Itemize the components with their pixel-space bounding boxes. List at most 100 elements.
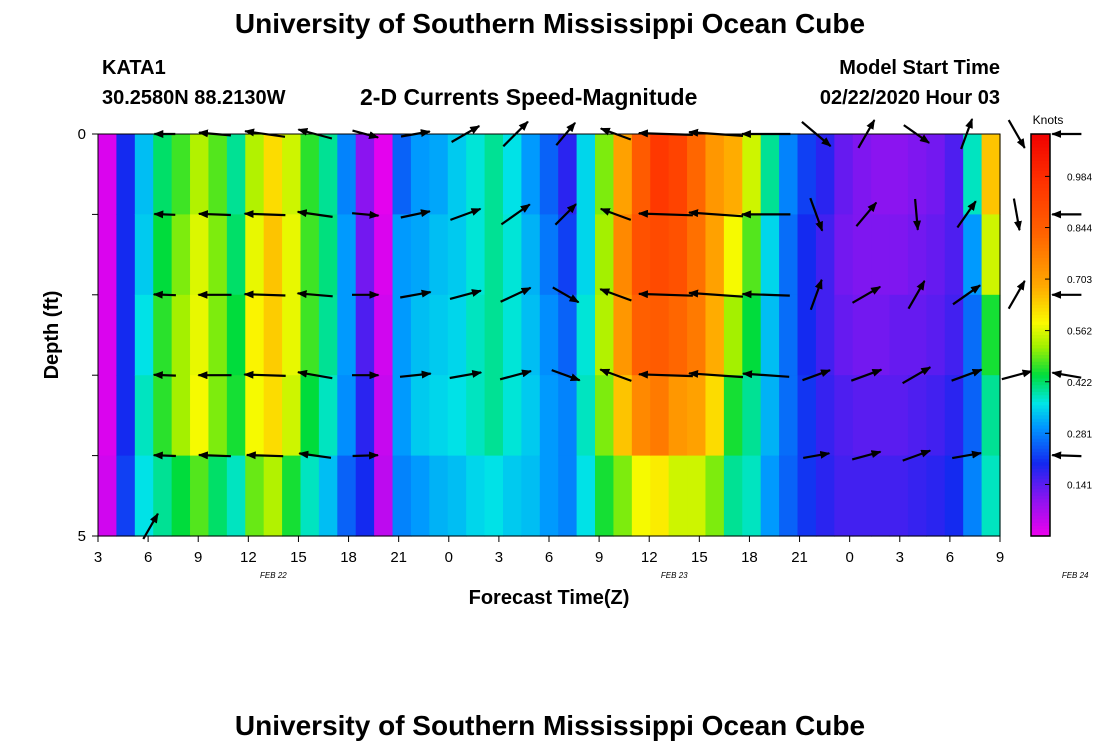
current-arrow — [153, 210, 176, 219]
colorbar-swatch — [1031, 388, 1050, 393]
heat-cell — [815, 294, 835, 376]
heat-cell — [834, 294, 854, 376]
heat-cell — [190, 375, 210, 457]
x-tick-label: 21 — [791, 549, 808, 566]
date-label: FEB 23 — [661, 571, 688, 580]
colorbar-swatch — [1031, 190, 1050, 195]
heat-cell — [981, 375, 1001, 457]
heat-cell — [355, 214, 375, 296]
heat-cell — [116, 134, 136, 215]
heat-cell — [650, 134, 670, 215]
current-arrow — [688, 289, 744, 298]
heat-cell — [355, 455, 375, 537]
current-arrow — [449, 289, 482, 300]
colorbar-swatch — [1031, 217, 1050, 222]
x-tick-label: 6 — [144, 549, 152, 566]
heat-cell — [171, 375, 191, 457]
heat-cell — [926, 214, 946, 296]
colorbar-tick-label: 0.562 — [1067, 327, 1092, 338]
current-arrow — [352, 210, 380, 219]
colorbar-swatch — [1031, 522, 1050, 527]
colorbar-swatch — [1031, 405, 1050, 410]
colorbar-swatch — [1031, 211, 1050, 215]
current-arrow — [952, 450, 982, 460]
heat-cell — [981, 455, 1001, 537]
heat-cell — [374, 214, 394, 296]
colorbar-swatch — [1031, 318, 1050, 323]
colorbar-swatch — [1031, 288, 1050, 293]
heat-cell — [613, 455, 633, 537]
heat-cell — [263, 455, 283, 537]
heat-cell — [502, 375, 522, 457]
colorbar-tick-label: 0.281 — [1067, 429, 1092, 440]
heat-cell — [410, 375, 430, 457]
heat-cell — [466, 294, 486, 376]
heat-cell — [410, 294, 430, 376]
colorbar-swatch — [1031, 529, 1050, 534]
x-tick-label: 0 — [445, 549, 453, 566]
colorbar-swatch — [1031, 509, 1050, 514]
colorbar-swatch — [1031, 371, 1050, 376]
station-coords: 30.2580N 88.2130W — [102, 87, 286, 109]
current-arrow — [297, 369, 333, 380]
colorbar-swatch — [1031, 502, 1050, 507]
heat-cell — [521, 375, 541, 457]
heat-cell — [723, 214, 743, 296]
heat-cell — [153, 375, 173, 457]
colorbar-swatch — [1031, 271, 1050, 276]
heat-cell — [576, 214, 596, 296]
current-arrow — [551, 369, 581, 382]
x-tick-label: 18 — [741, 549, 758, 566]
heat-cell — [282, 455, 302, 537]
colorbar-swatch — [1031, 519, 1050, 524]
heat-cell — [539, 294, 559, 376]
colorbar-swatch — [1031, 482, 1050, 487]
heat-cell — [576, 134, 596, 215]
colorbar-tick-label: 0.703 — [1067, 275, 1092, 286]
colorbar-swatch — [1031, 331, 1050, 336]
heat-cell — [355, 375, 375, 457]
heat-cell — [907, 134, 927, 215]
current-arrow — [902, 366, 932, 385]
heat-cell — [907, 455, 927, 537]
heat-cell — [779, 214, 799, 296]
heat-cell — [631, 134, 651, 215]
colorbar-swatch — [1031, 167, 1050, 172]
heat-cell — [539, 134, 559, 215]
colorbar-swatch — [1031, 469, 1050, 473]
heat-cell — [723, 294, 743, 376]
heat-cell — [447, 214, 467, 296]
colorbar-swatch — [1031, 485, 1050, 490]
heat-cell — [539, 455, 559, 537]
colorbar-swatch — [1031, 264, 1050, 269]
heat-cell — [650, 214, 670, 296]
x-tick-label: 6 — [946, 549, 954, 566]
current-arrow — [850, 368, 883, 382]
colorbar-swatch — [1031, 472, 1050, 477]
heat-cell — [871, 294, 891, 376]
colorbar-swatch — [1031, 412, 1050, 416]
heatmap-cells — [98, 134, 1001, 537]
colorbar-swatch — [1031, 328, 1050, 333]
colorbar-swatch — [1031, 160, 1050, 165]
heat-cell — [981, 294, 1001, 376]
heat-cell — [852, 134, 872, 215]
colorbar-swatch — [1031, 512, 1050, 517]
colorbar-swatch — [1031, 465, 1050, 470]
colorbar-swatch — [1031, 257, 1050, 262]
current-arrow — [1051, 451, 1082, 460]
heat-cell — [963, 294, 983, 376]
heat-cell — [116, 455, 136, 537]
heat-cell — [374, 375, 394, 457]
heat-cell — [318, 134, 338, 215]
heat-cell — [981, 134, 1001, 215]
current-arrow — [298, 450, 332, 459]
heat-cell — [668, 134, 688, 215]
colorbar-swatch — [1031, 515, 1050, 520]
heat-cell — [208, 214, 228, 296]
heat-cell — [705, 455, 725, 537]
heat-cell — [631, 455, 651, 537]
current-arrow — [245, 451, 284, 460]
heat-cell — [282, 375, 302, 457]
heat-cell — [392, 294, 412, 376]
